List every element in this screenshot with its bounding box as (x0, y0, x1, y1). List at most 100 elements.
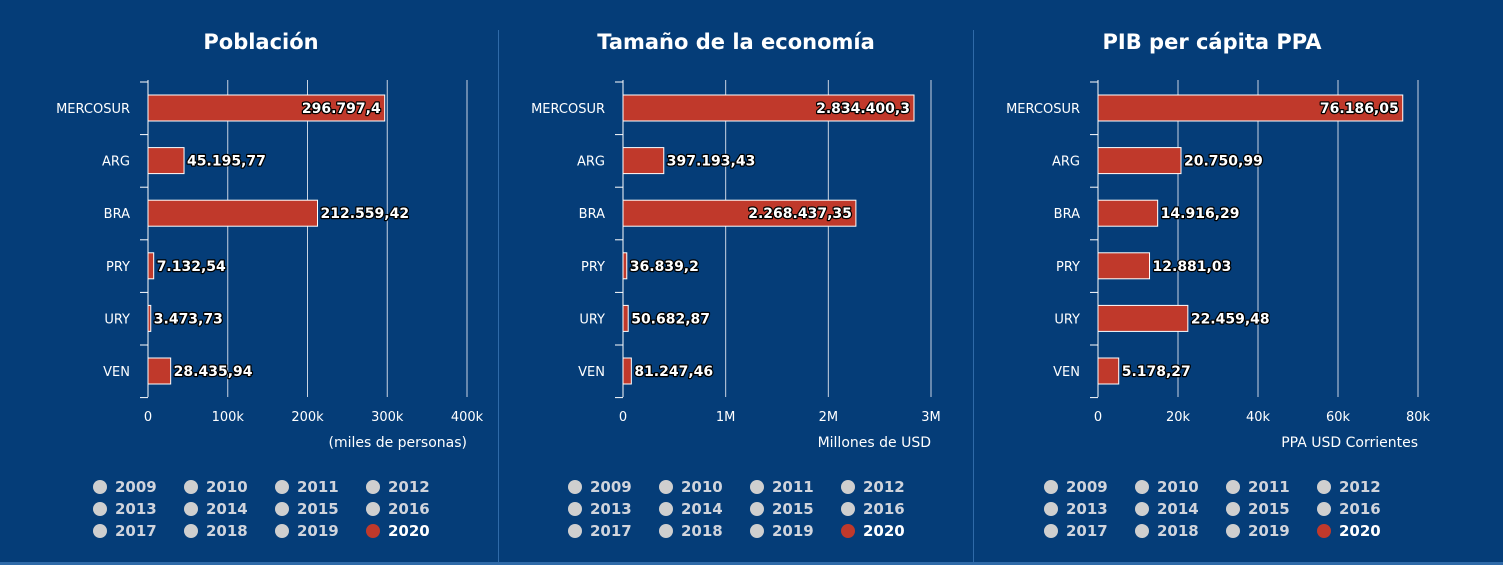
legend-label: 2017 (1066, 522, 1108, 540)
legend-dot-icon (1135, 502, 1149, 516)
legend-dot-icon (841, 502, 855, 516)
x-tick-label: 400k (451, 410, 484, 425)
legend-dot-icon (568, 502, 582, 516)
legend-label: 2009 (590, 478, 632, 496)
legend-dot-icon (841, 480, 855, 494)
category-label: ARG (1052, 155, 1080, 170)
legend-label: 2018 (206, 522, 248, 540)
category-label: URY (579, 312, 605, 327)
legend-label: 2013 (590, 500, 632, 518)
legend-label: 2020 (1339, 522, 1381, 540)
category-label: VEN (578, 365, 605, 380)
legend-dot-icon (1135, 480, 1149, 494)
bar (147, 357, 172, 385)
legend-label: 2019 (772, 522, 814, 540)
legend-label: 2009 (115, 478, 157, 496)
chart-panel-economia: Tamaño de la economía 0 1M 2M 3M MERCOSUR 2.8… (499, 0, 973, 565)
data-label: 22.459,48 (1191, 311, 1270, 327)
category-label: ARG (577, 155, 605, 170)
data-label: 397.193,43 (667, 154, 756, 170)
category-label: BRA (579, 207, 605, 222)
legend-label: 2011 (297, 478, 339, 496)
x-tick-label: 40k (1246, 410, 1271, 425)
legend-dot-icon (184, 502, 198, 516)
data-label: 20.750,99 (1184, 154, 1263, 170)
legend-label: 2009 (1066, 478, 1108, 496)
x-tick-label: 200k (291, 410, 324, 425)
legend-label: 2017 (590, 522, 632, 540)
legend-label: 2016 (863, 500, 905, 518)
data-label: 12.881,03 (1153, 259, 1232, 275)
legend-dot-icon (1044, 502, 1058, 516)
bar (1097, 252, 1151, 280)
legend-label: 2010 (206, 478, 248, 496)
legend-dot-icon (184, 524, 198, 538)
legend-label: 2015 (772, 500, 814, 518)
legend-dot-icon (659, 524, 673, 538)
legend-label: 2019 (297, 522, 339, 540)
data-label: 50.682,87 (631, 311, 710, 327)
data-label: 36.839,2 (630, 259, 699, 275)
bar (622, 199, 857, 227)
legend-dot-icon (750, 524, 764, 538)
legend-label: 2014 (206, 500, 248, 518)
category-label: PRY (1056, 260, 1080, 275)
chart-title: Tamaño de la economía (597, 30, 875, 54)
panel-divider (973, 30, 974, 563)
x-tick-label: 1M (716, 410, 736, 425)
legend-dot-icon (568, 524, 582, 538)
legend-label: 2016 (388, 500, 430, 518)
legend-label: 2020 (388, 522, 430, 540)
data-label: 2.268.437,35 (748, 206, 852, 222)
legend-dot-icon (1317, 502, 1331, 516)
legend-dot-icon (1317, 524, 1331, 538)
data-label: 14.916,29 (1161, 206, 1240, 222)
bar (1097, 94, 1404, 122)
data-label: 296.797,4 (302, 101, 381, 117)
bar (147, 252, 155, 280)
bar (622, 304, 629, 332)
x-tick-label: 0 (619, 410, 627, 425)
x-tick-label: 300k (371, 410, 404, 425)
data-label: 5.178,27 (1122, 364, 1191, 380)
data-label: 28.435,94 (174, 364, 253, 380)
bar (1097, 304, 1189, 332)
x-axis-label: Millones de USD (818, 435, 931, 451)
legend-label: 2018 (1157, 522, 1199, 540)
category-label: PRY (106, 260, 130, 275)
bar (622, 147, 665, 175)
chart-panel-poblacion: Población 0 100k 200k 300k 400k MERCOSUR 296.7… (0, 0, 498, 565)
legend-label: 2010 (681, 478, 723, 496)
legend-dot-icon (568, 480, 582, 494)
data-label: 212.559,42 (321, 206, 410, 222)
x-tick-label: 60k (1326, 410, 1351, 425)
data-label: 2.834.400,3 (816, 101, 910, 117)
data-label: 81.247,46 (634, 364, 713, 380)
bar-chart-pib-per-capita: 0 20k 40k 60k 80k MERCOSUR 76.186,05 ARG 20.750,… (1006, 80, 1431, 451)
bar (622, 252, 628, 280)
legend-dot-icon (659, 502, 673, 516)
legend-label: 2019 (1248, 522, 1290, 540)
legend-dot-icon (1044, 480, 1058, 494)
category-label: BRA (1054, 207, 1080, 222)
legend-dot-icon (1044, 524, 1058, 538)
category-label: PRY (581, 260, 605, 275)
data-label: 45.195,77 (187, 154, 266, 170)
legend-label: 2012 (388, 478, 430, 496)
legend-dot-icon (275, 502, 289, 516)
x-tick-label: 100k (212, 410, 245, 425)
category-label: ARG (102, 155, 130, 170)
bar-chart-economia: 0 1M 2M 3M MERCOSUR 2.834.400,3 ARG 397.193,43 B… (531, 80, 941, 451)
legend-dot-icon (659, 480, 673, 494)
legend-dot-icon (93, 502, 107, 516)
legend-dot-icon (1317, 480, 1331, 494)
legend-label: 2015 (1248, 500, 1290, 518)
legend-label: 2013 (115, 500, 157, 518)
legend-dot-icon (366, 502, 380, 516)
legend-dot-icon (750, 502, 764, 516)
bar (147, 94, 386, 122)
bar (1097, 199, 1159, 227)
legend-dot-icon (93, 480, 107, 494)
x-tick-label: 0 (1094, 410, 1102, 425)
chart-title: Población (203, 30, 319, 54)
